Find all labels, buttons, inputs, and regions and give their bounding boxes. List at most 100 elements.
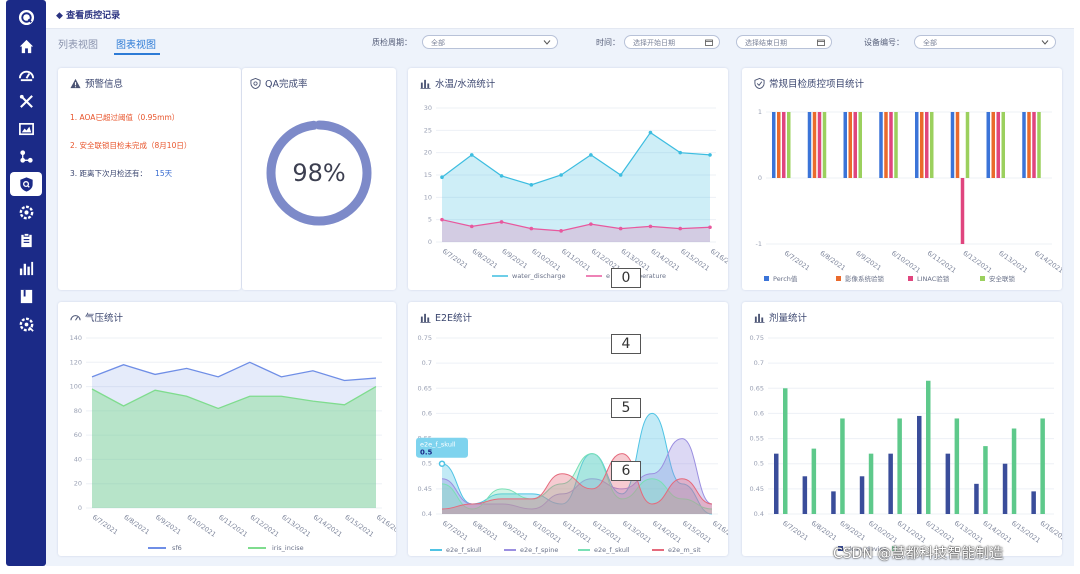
y-tick-label: 0.4 (422, 510, 432, 518)
bar (782, 112, 786, 178)
period-label: 质检周期： (372, 38, 412, 47)
bar-chart-icon (420, 79, 431, 89)
y-tick-label: -1 (756, 240, 762, 248)
tab-list-view[interactable]: 列表视图 (58, 40, 98, 51)
annotation-marker-0: 0 (611, 268, 641, 288)
x-tick-label: 6/11/2021 (217, 513, 249, 539)
y-tick-label: 25 (424, 126, 432, 134)
start-date-input[interactable]: 选择开始日期 (624, 35, 720, 49)
x-tick-label: 6/14/2021 (649, 247, 681, 273)
x-tick-label: 6/8/2021 (810, 519, 839, 542)
y-tick-label: 100 (70, 383, 82, 391)
bar (858, 112, 862, 178)
bar (1031, 491, 1036, 514)
bar (974, 483, 979, 514)
legend-swatch (764, 276, 769, 281)
x-tick-label: 6/13/2021 (280, 513, 312, 539)
legend-label: perature (638, 272, 666, 280)
gauge-icon[interactable] (14, 62, 38, 86)
clipboard-icon[interactable] (14, 228, 38, 252)
gauge-icon (70, 314, 81, 321)
x-tick-label: 6/10/2021 (530, 247, 562, 273)
device-select[interactable]: 全部 (914, 35, 1056, 49)
x-tick-label: 6/12/2021 (591, 519, 623, 545)
bar (920, 112, 924, 178)
monitor-icon[interactable] (14, 117, 38, 141)
dose-chart: 0.4 0.45 0.5 0.55 0.6 0.65 0.7 0.75 6/7/2021 6/8/… (750, 334, 1062, 553)
tab-chart-view[interactable]: 图表视图 (116, 40, 156, 51)
pressure-title-text: 气压统计 (85, 313, 124, 324)
device-select-value: 全部 (923, 39, 937, 47)
bar (884, 112, 888, 178)
x-tick-label: 6/11/2021 (926, 249, 958, 275)
legend-label: Perch值 (773, 274, 798, 283)
period-select-value: 全部 (431, 39, 445, 47)
x-tick-label: 6/16/2021 (1039, 519, 1062, 545)
tooltip-label: e2e_f_skull (420, 441, 456, 449)
x-tick-label: 6/10/2021 (867, 519, 899, 545)
legend-label: 影像系统验锁 (845, 274, 885, 283)
legend-swatch (980, 276, 985, 281)
warning-panel: 预警信息 1. AOA已超过阈值（0.95mm） 2. 安全联锁目检未完成（8月… (58, 68, 241, 290)
legend-swatch (908, 276, 913, 281)
bar (807, 112, 812, 178)
bar (960, 178, 965, 244)
bar (945, 453, 951, 514)
period-select[interactable]: 全部 (422, 35, 558, 49)
x-tick-label: 6/7/2021 (781, 519, 810, 542)
y-tick-label: 140 (70, 334, 82, 342)
warning-item-aoa: 1. AOA已超过阈值（0.95mm） (70, 113, 180, 122)
x-tick-label: 6/14/2021 (312, 513, 344, 539)
logo-icon[interactable] (14, 5, 38, 29)
routine-title-text: 常规目检质控项目统计 (769, 79, 865, 90)
data-point (559, 229, 563, 233)
bar (1022, 112, 1026, 178)
bar (787, 112, 791, 178)
book-icon[interactable] (14, 284, 38, 308)
water-chart: 0 5 10 15 20 25 30 6/7/2021 6/8/2021 6/9/2021 6/10… (424, 104, 728, 280)
x-tick-label: 6/9/2021 (501, 519, 530, 542)
water-title: 水温/水流统计 (420, 76, 495, 90)
data-point (469, 153, 474, 157)
bar (925, 112, 929, 178)
y-tick-label: 0 (78, 504, 82, 512)
data-point (618, 226, 623, 231)
pressure-panel: 气压统计 0 20 40 60 80 100 120 140 6/7/2021 6/8/2021 6… (58, 302, 396, 556)
bar (986, 112, 990, 178)
series-line (441, 453, 713, 510)
bar (853, 112, 857, 178)
qa-shield-icon[interactable] (10, 172, 42, 196)
bar (831, 491, 836, 514)
legend-label: LINAC验锁 (917, 274, 950, 283)
config-icon[interactable] (14, 312, 38, 336)
qa-value: 98% (292, 159, 345, 187)
time-label: 时间： (596, 38, 620, 47)
data-point (440, 175, 444, 180)
bar (955, 112, 960, 178)
data-point (708, 153, 712, 157)
x-tick-label: 6/16/2021 (709, 247, 728, 273)
tab-bar: 列表视图 图表视图 质检周期： 全部 时间： 选择开始日期 选择结束日期 设备编… (46, 29, 1074, 57)
y-tick-label: 30 (424, 104, 432, 112)
bar-chart-icon[interactable] (14, 256, 38, 280)
pressure-chart: 0 20 40 60 80 100 120 140 6/7/2021 6/8/2021 6/9/20… (70, 334, 396, 552)
bar (930, 112, 934, 178)
home-icon[interactable] (14, 34, 38, 58)
pressure-title: 气压统计 (70, 310, 123, 324)
bar (954, 418, 960, 514)
water-title-text: 水温/水流统计 (435, 79, 496, 90)
tools-icon[interactable] (14, 89, 38, 113)
top-bar: ◆ 查看质控记录 (46, 0, 1074, 29)
warning-item-interlock: 2. 安全联锁目检未完成（8月10日） (70, 141, 192, 150)
qa-ring-progress (266, 120, 372, 226)
bar (888, 453, 893, 514)
y-tick-label: 120 (70, 358, 82, 366)
bar (1032, 112, 1036, 178)
data-point (440, 217, 444, 222)
network-icon[interactable] (14, 144, 38, 168)
bar (996, 112, 1000, 178)
y-tick-label: 0.5 (422, 460, 432, 468)
end-date-input[interactable]: 选择结束日期 (736, 35, 832, 49)
bar (848, 112, 852, 178)
settings-gear-icon[interactable] (14, 200, 38, 224)
